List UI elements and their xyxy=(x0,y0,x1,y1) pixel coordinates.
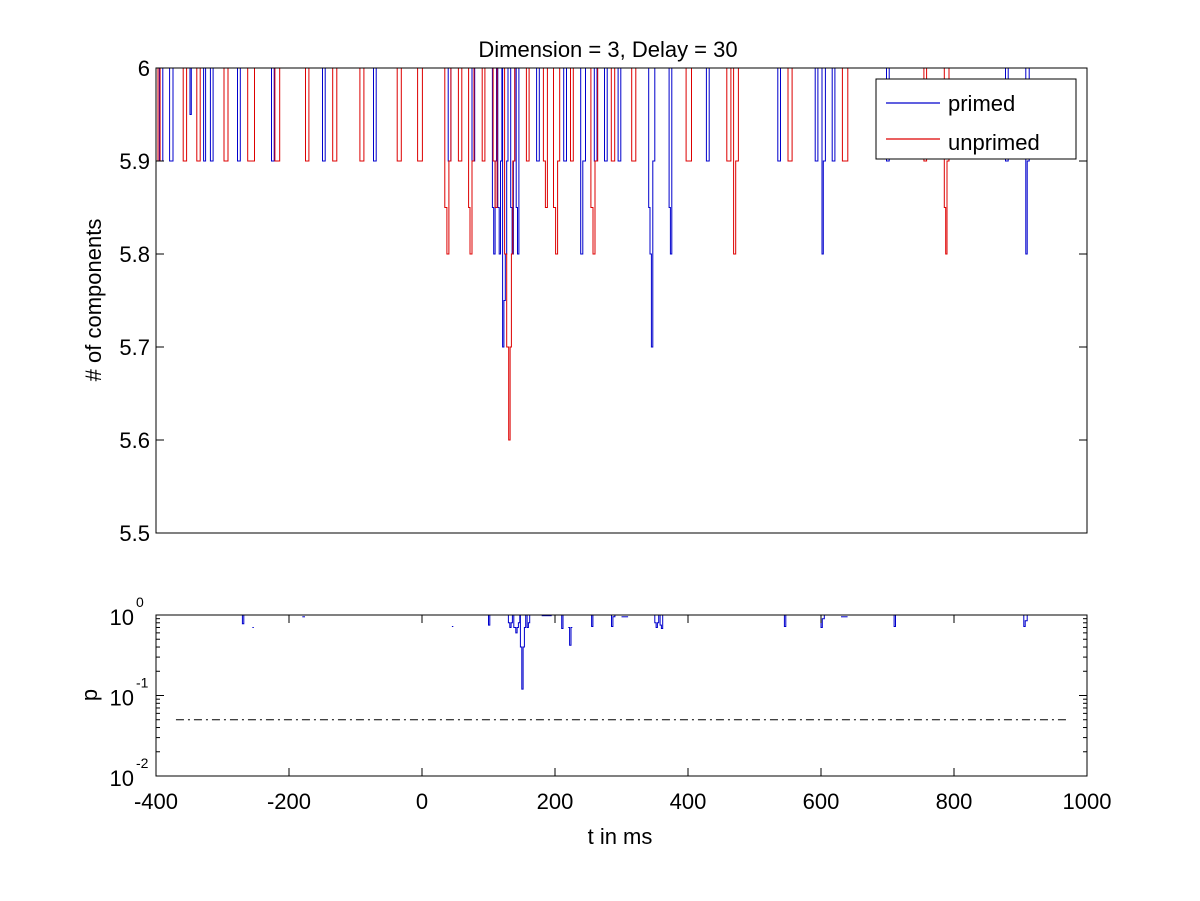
top-chart-title: Dimension = 3, Delay = 30 xyxy=(478,37,737,62)
top-y-axis: 5.5 5.6 5.7 5.8 5.9 6 xyxy=(119,56,1087,546)
p-value-trace xyxy=(820,615,825,628)
bottom-x-tick-label: 0 xyxy=(416,789,428,814)
p-value-trace xyxy=(241,615,245,625)
p-value-trace xyxy=(659,615,664,629)
series-line-unprimed xyxy=(156,68,1087,441)
top-y-tick-label: 5.7 xyxy=(119,335,150,360)
bottom-y-axis-label: p xyxy=(77,689,102,701)
top-series-group xyxy=(156,68,1087,441)
p-value-trace xyxy=(1023,615,1028,627)
bottom-x-tick-label: 800 xyxy=(936,789,973,814)
bottom-y-tick-exponent: -2 xyxy=(136,755,149,771)
top-y-tick-label: 5.8 xyxy=(119,242,150,267)
top-y-tick-label: 5.9 xyxy=(119,149,150,174)
legend-label-unprimed: unprimed xyxy=(948,130,1040,155)
p-value-trace xyxy=(568,627,573,646)
legend-label-primed: primed xyxy=(948,91,1015,116)
top-y-axis-label: # of components xyxy=(81,219,106,382)
top-axes-box xyxy=(155,67,1088,534)
p-value-trace xyxy=(591,615,594,627)
bottom-x-tick-label: 200 xyxy=(537,789,574,814)
bottom-y-tick-label: 10 xyxy=(110,686,134,711)
bottom-x-axis-label: t in ms xyxy=(588,824,653,849)
legend: primed unprimed xyxy=(875,78,1077,160)
bottom-axes-box xyxy=(155,614,1088,777)
top-y-tick-label: 5.5 xyxy=(119,521,150,546)
components-chart: 5.5 5.6 5.7 5.8 5.9 6 Dimension = 3, Delay = … xyxy=(81,37,1088,546)
p-value-trace xyxy=(513,615,521,634)
bottom-x-tick-label: 400 xyxy=(670,789,707,814)
p-value-trace xyxy=(519,615,527,690)
p-value-trace xyxy=(488,615,491,626)
top-y-tick-label: 6 xyxy=(138,56,150,81)
bottom-x-tick-label: -400 xyxy=(134,789,178,814)
bottom-plot-area xyxy=(156,615,1087,776)
p-value-trace xyxy=(561,615,564,629)
p-value-trace xyxy=(611,615,616,627)
legend-box xyxy=(875,78,1077,160)
series-line-primed xyxy=(156,68,1087,348)
p-value-trace xyxy=(507,615,513,628)
p-value-trace xyxy=(783,615,787,627)
bottom-y-tick-label: 10 xyxy=(110,605,134,630)
bottom-y-tick-label: 10 xyxy=(110,766,134,791)
bottom-y-tick-exponent: 0 xyxy=(136,594,144,610)
p-value-trace xyxy=(893,615,896,627)
p-value-trace xyxy=(654,615,660,628)
bottom-series-group xyxy=(241,615,1028,690)
bottom-y-tick-exponent: -1 xyxy=(136,675,149,691)
bottom-x-tick-label: 600 xyxy=(803,789,840,814)
bottom-x-axis: -400 -200 0 200 400 600 800 1000 xyxy=(134,615,1112,814)
bottom-x-tick-label: -200 xyxy=(267,789,311,814)
p-value-trace xyxy=(526,615,531,628)
bottom-x-tick-label: 1000 xyxy=(1063,789,1112,814)
top-y-tick-label: 5.6 xyxy=(119,428,150,453)
